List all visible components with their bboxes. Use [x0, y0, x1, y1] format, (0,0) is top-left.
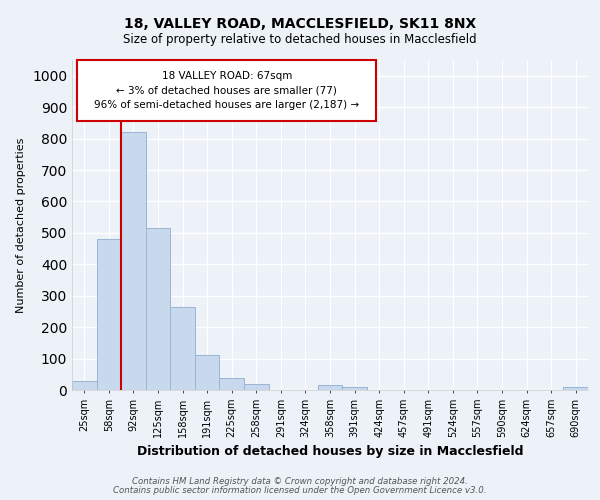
Bar	[244, 384, 269, 390]
Bar	[318, 386, 342, 390]
Bar	[563, 388, 588, 390]
Bar	[170, 306, 195, 390]
X-axis label: Distribution of detached houses by size in Macclesfield: Distribution of detached houses by size …	[137, 446, 523, 458]
Text: 18, VALLEY ROAD, MACCLESFIELD, SK11 8NX: 18, VALLEY ROAD, MACCLESFIELD, SK11 8NX	[124, 18, 476, 32]
Bar	[195, 356, 220, 390]
Bar	[220, 378, 244, 390]
Bar	[72, 380, 97, 390]
Bar	[342, 388, 367, 390]
Bar	[146, 228, 170, 390]
Text: Contains HM Land Registry data © Crown copyright and database right 2024.: Contains HM Land Registry data © Crown c…	[132, 477, 468, 486]
Y-axis label: Number of detached properties: Number of detached properties	[16, 138, 26, 312]
Text: Contains public sector information licensed under the Open Government Licence v3: Contains public sector information licen…	[113, 486, 487, 495]
Bar	[121, 132, 146, 390]
Text: Size of property relative to detached houses in Macclesfield: Size of property relative to detached ho…	[123, 32, 477, 46]
Bar	[97, 239, 121, 390]
Text: 18 VALLEY ROAD: 67sqm
← 3% of detached houses are smaller (77)
96% of semi-detac: 18 VALLEY ROAD: 67sqm ← 3% of detached h…	[94, 70, 359, 110]
